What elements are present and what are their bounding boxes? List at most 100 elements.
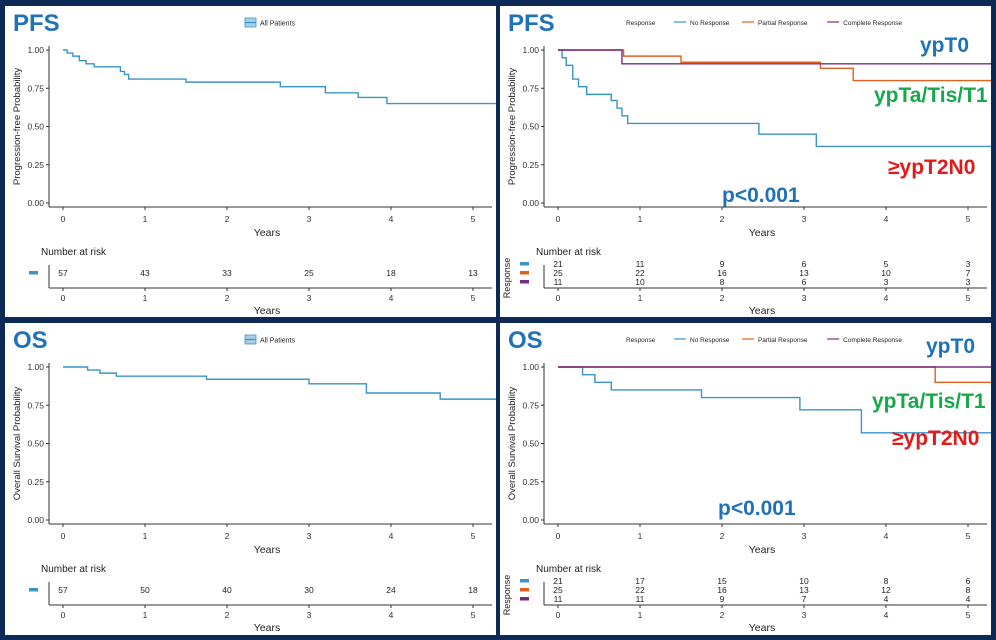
risk-count: 18 [386, 268, 396, 278]
x-tick-label: 5 [966, 531, 971, 541]
risk-count: 24 [386, 585, 396, 595]
risk-count: 57 [58, 268, 68, 278]
legend-label: All Patients [260, 338, 296, 345]
risk-count: 21 [553, 259, 563, 269]
risk-count: 25 [553, 268, 563, 278]
risk-count: 30 [304, 585, 314, 595]
risk-count: 8 [966, 585, 971, 595]
risk-count: 50 [140, 585, 150, 595]
annotation-ypt2: ≥ypT2N0 [888, 156, 976, 179]
y-tick-label: 0.50 [27, 122, 44, 132]
os-all-chart: 0.00 0.25 0.50 0.75 1.00 0 1 2 3 4 5 Years Overall S… [12, 334, 496, 634]
risk-count: 33 [222, 268, 232, 278]
risk-row-marker [520, 588, 529, 592]
annotation-pvalue: p<0.001 [722, 184, 800, 207]
risk-y-axis-label: Response [502, 575, 512, 616]
x-tick-label: 1 [638, 531, 643, 541]
risk-table-title: Number at risk [41, 247, 107, 258]
risk-count: 11 [554, 594, 563, 604]
risk-count: 9 [720, 594, 725, 604]
risk-count: 13 [468, 268, 478, 278]
annotation-pvalue: p<0.001 [718, 497, 796, 520]
risk-row-marker [520, 262, 529, 266]
risk-count: 57 [58, 585, 68, 595]
pfs-all-panel: 0.00 0.25 0.50 0.75 1.00 0 1 2 3 4 5 Years Progressi… [5, 6, 496, 317]
legend-label: All Patients [260, 21, 296, 28]
y-tick-label: 0.25 [27, 477, 44, 487]
risk-row-marker [29, 588, 38, 592]
x-tick-label: 3 [802, 214, 807, 224]
legend-label: No Response [690, 337, 730, 344]
y-tick-label: 1.00 [522, 362, 539, 372]
risk-x-tick-label: 1 [143, 293, 148, 303]
legend-title: Response [626, 337, 656, 344]
y-axis-label: Overall Survival Probability [507, 386, 518, 500]
x-axis-label: Years [254, 544, 280, 556]
y-tick-label: 0.50 [27, 439, 44, 449]
risk-x-tick-label: 0 [556, 293, 561, 303]
risk-count: 10 [799, 576, 809, 586]
x-tick-label: 4 [884, 214, 889, 224]
risk-x-tick-label: 1 [143, 610, 148, 620]
x-tick-label: 0 [556, 531, 561, 541]
risk-x-tick-label: 5 [966, 610, 971, 620]
y-tick-label: 0.75 [27, 83, 44, 93]
y-tick-label: 0.75 [522, 83, 539, 93]
risk-x-tick-label: 3 [802, 293, 807, 303]
risk-count: 11 [554, 277, 563, 287]
x-tick-label: 1 [143, 214, 148, 224]
risk-count: 12 [881, 585, 891, 595]
panel-tag: OS [13, 327, 48, 354]
risk-count: 5 [884, 259, 889, 269]
risk-count: 25 [304, 268, 314, 278]
x-tick-label: 2 [225, 214, 230, 224]
risk-count: 22 [635, 585, 645, 595]
risk-count: 6 [802, 259, 807, 269]
x-tick-label: 4 [884, 531, 889, 541]
km-curve-all-patients [63, 366, 496, 400]
risk-count: 8 [720, 277, 725, 287]
risk-count: 18 [468, 585, 478, 595]
x-tick-label: 3 [802, 531, 807, 541]
risk-x-tick-label: 3 [307, 293, 312, 303]
x-tick-label: 2 [720, 214, 725, 224]
y-tick-label: 0.75 [522, 400, 539, 410]
annotation-ypt0: ypT0 [926, 335, 976, 358]
km-curve-no-response [558, 366, 991, 434]
risk-count: 16 [717, 268, 727, 278]
y-tick-label: 0.25 [522, 477, 539, 487]
risk-x-tick-label: 5 [966, 293, 971, 303]
risk-table-title: Number at risk [536, 564, 602, 575]
risk-x-tick-label: 0 [556, 610, 561, 620]
x-tick-label: 0 [61, 531, 66, 541]
y-tick-label: 1.00 [522, 45, 539, 55]
y-tick-label: 0.25 [27, 160, 44, 170]
risk-x-axis-label: Years [749, 305, 775, 317]
pfs-all-chart: 0.00 0.25 0.50 0.75 1.00 0 1 2 3 4 5 Years Progressi… [12, 17, 496, 317]
legend-label: Complete Response [843, 337, 902, 344]
x-tick-label: 5 [471, 214, 476, 224]
km-curve-partial-response [558, 49, 991, 82]
risk-x-tick-label: 2 [225, 610, 230, 620]
risk-x-tick-label: 1 [638, 610, 643, 620]
risk-count: 16 [717, 585, 727, 595]
y-tick-label: 0.50 [522, 439, 539, 449]
km-curve-complete-response [558, 49, 991, 65]
legend-title: Response [626, 20, 656, 27]
risk-count: 10 [881, 268, 891, 278]
risk-count: 17 [635, 576, 645, 586]
annotation-ypt0: ypT0 [920, 34, 970, 57]
risk-count: 43 [140, 268, 150, 278]
risk-count: 13 [799, 585, 809, 595]
risk-x-tick-label: 5 [471, 293, 476, 303]
risk-count: 25 [553, 585, 563, 595]
risk-row-marker [520, 597, 529, 601]
pfs-response-chart: 0.00 0.25 0.50 0.75 1.00 0 1 2 3 4 5 Years Progressi… [502, 20, 991, 317]
risk-x-tick-label: 4 [389, 293, 394, 303]
risk-count: 3 [884, 277, 889, 287]
pfs-response-panel: 0.00 0.25 0.50 0.75 1.00 0 1 2 3 4 5 Years Progressi… [500, 6, 991, 317]
risk-count: 7 [966, 268, 971, 278]
risk-x-axis-label: Years [749, 622, 775, 634]
risk-count: 4 [884, 594, 889, 604]
